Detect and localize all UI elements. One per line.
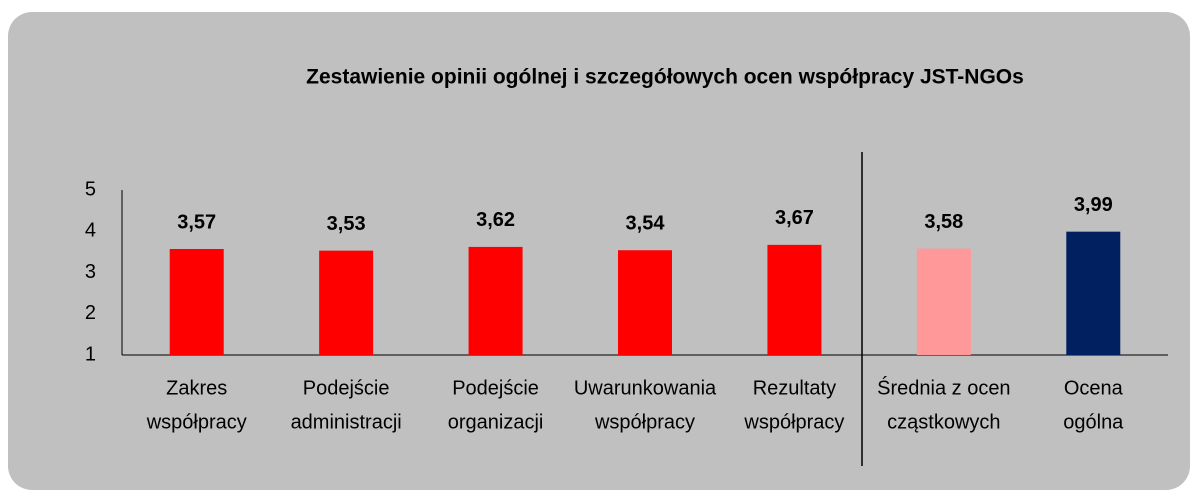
x-tick-label: Zakres xyxy=(166,377,227,399)
x-tick-label: cząstkowych xyxy=(887,411,1000,433)
value-label: 3,67 xyxy=(775,207,814,229)
value-label: 3,99 xyxy=(1074,194,1113,216)
bar xyxy=(1066,231,1121,355)
chart-title: Zestawienie opinii ogólnej i szczegółowy… xyxy=(306,66,1024,89)
value-label: 3,62 xyxy=(476,209,515,231)
value-label: 3,58 xyxy=(924,211,963,233)
y-tick-label: 3 xyxy=(85,261,96,283)
x-tick-label: Rezultaty xyxy=(753,377,836,399)
x-tick-label: współpracy xyxy=(594,411,695,433)
y-tick-label: 4 xyxy=(85,220,96,242)
bar xyxy=(169,248,224,355)
y-tick-label: 2 xyxy=(85,302,96,324)
x-tick-label: Średnia z ocen xyxy=(877,375,1010,399)
x-tick-label: współpracy xyxy=(146,411,247,433)
x-tick-label: Uwarunkowania xyxy=(574,377,717,399)
y-tick-label: 5 xyxy=(85,178,96,200)
bar xyxy=(319,250,374,355)
x-tick-label: Ocena xyxy=(1064,377,1124,399)
x-tick-label: Podejście xyxy=(452,377,539,399)
value-label: 3,57 xyxy=(177,211,216,233)
bar xyxy=(468,246,523,355)
x-tick-label: administracji xyxy=(291,411,402,433)
value-label: 3,53 xyxy=(327,213,366,235)
x-tick-label: organizacji xyxy=(448,411,544,433)
bar xyxy=(618,250,672,355)
chart-panel xyxy=(8,12,1190,490)
x-tick-label: ogólna xyxy=(1063,411,1124,433)
bar xyxy=(916,248,971,355)
bar xyxy=(767,244,822,355)
x-tick-label: współpracy xyxy=(743,411,844,433)
y-tick-label: 1 xyxy=(85,343,96,365)
x-tick-label: Podejście xyxy=(303,377,390,399)
value-label: 3,54 xyxy=(626,213,666,235)
